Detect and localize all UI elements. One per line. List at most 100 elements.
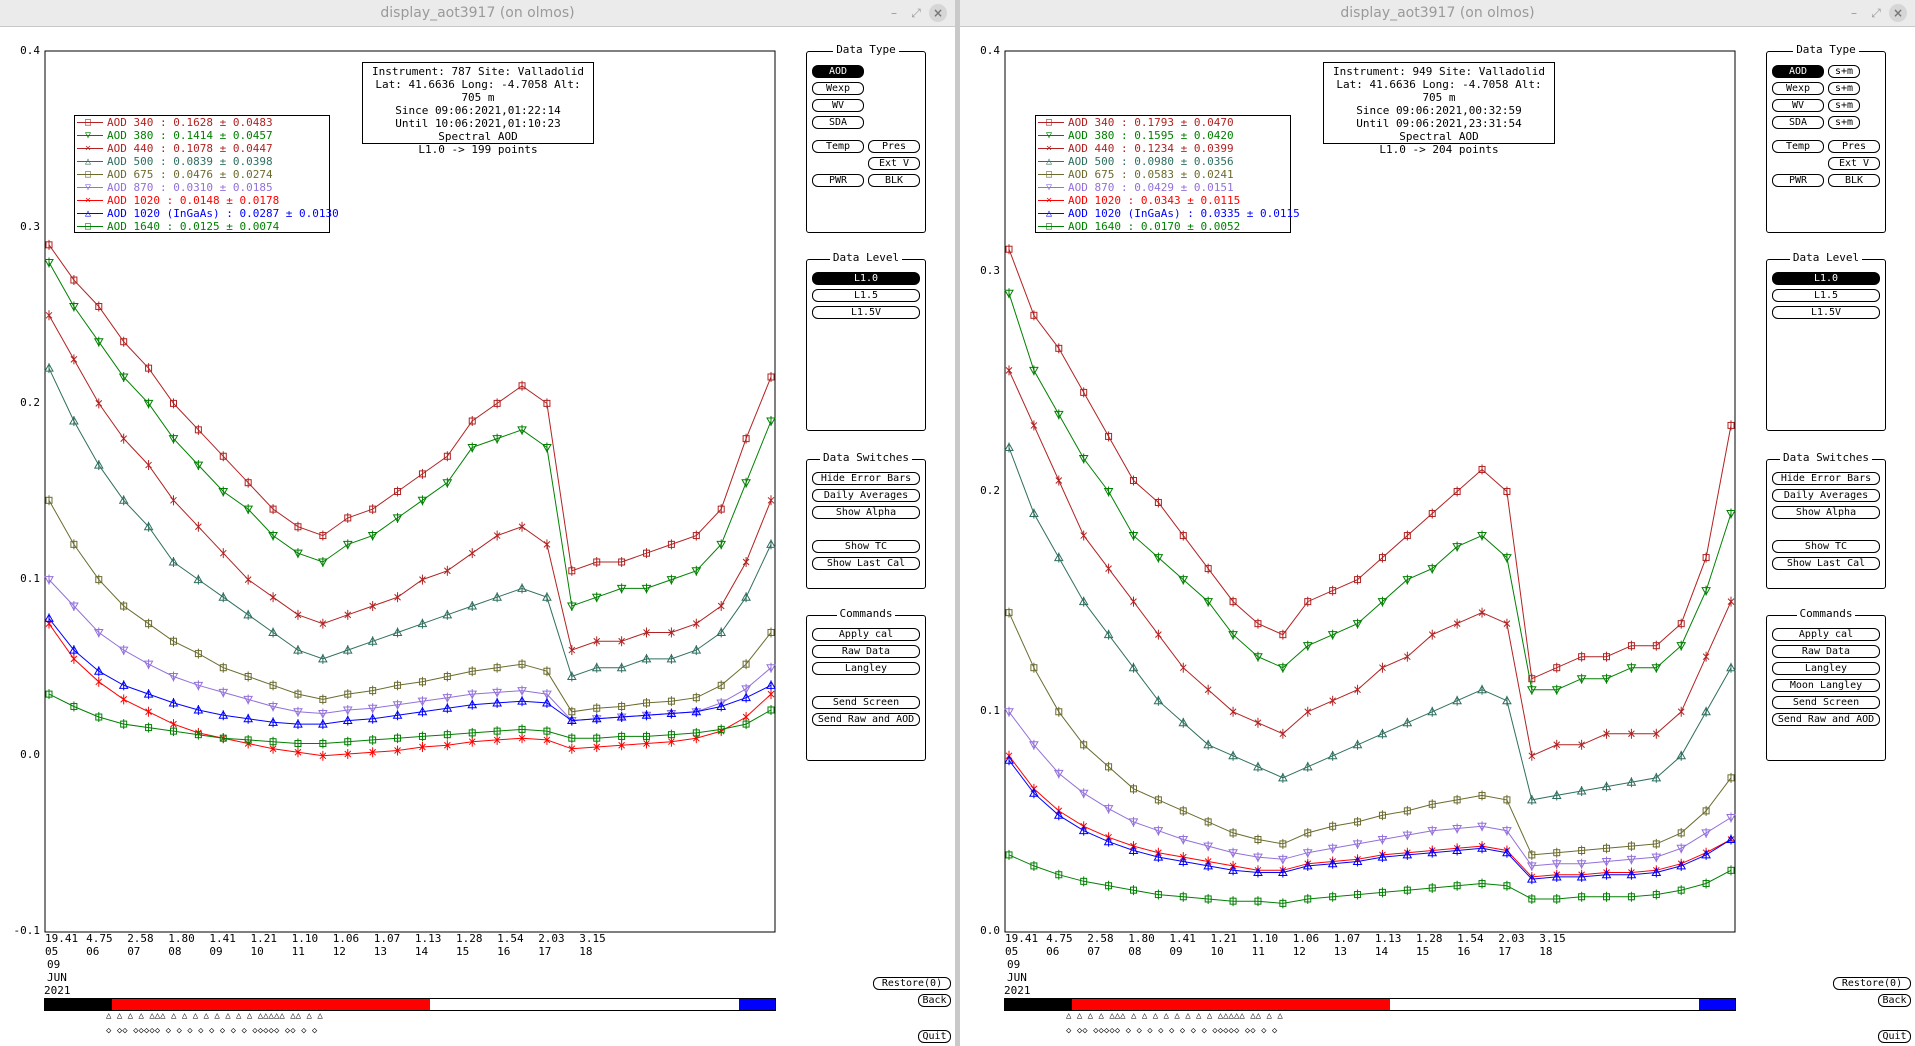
show-last-cal-button[interactable]: Show Last Cal	[1772, 557, 1880, 570]
restore-button[interactable]: Restore(0)	[873, 977, 951, 990]
apply-cal-button[interactable]: Apply cal	[1772, 628, 1880, 641]
data-point	[1576, 860, 1587, 869]
data-point	[1676, 642, 1687, 651]
sm-button[interactable]: s+m	[1828, 99, 1860, 112]
data-point	[218, 688, 229, 698]
data-point	[766, 664, 776, 673]
pwr-button[interactable]: PWR	[812, 174, 864, 187]
wexp-button[interactable]: Wexp	[812, 82, 864, 95]
pres-button[interactable]: Pres	[868, 140, 920, 153]
quit-button[interactable]: Quit	[918, 1030, 951, 1043]
maximize-icon[interactable]: ⤢	[1871, 6, 1881, 20]
data-switches-panel: Data Switches Hide Error Bars Daily Aver…	[1766, 451, 1886, 589]
data-point	[493, 532, 501, 539]
daily-averages-button[interactable]: Daily Averages	[1772, 489, 1880, 502]
data-point	[1030, 311, 1038, 319]
back-button[interactable]: Back	[918, 994, 951, 1007]
data-point	[1005, 851, 1013, 859]
data-point	[1352, 840, 1363, 849]
apply-cal-button[interactable]: Apply cal	[812, 628, 920, 641]
aod-button[interactable]: AOD	[1772, 65, 1824, 78]
series-line	[1008, 370, 1732, 757]
level-l10-button[interactable]: L1.0	[1772, 272, 1880, 285]
data-point	[543, 736, 551, 744]
show-alpha-button[interactable]: Show Alpha	[812, 506, 920, 519]
level-l10-button[interactable]: L1.0	[812, 272, 920, 285]
data-point	[1453, 488, 1461, 495]
back-button[interactable]: Back	[1878, 994, 1911, 1007]
x-tick-value: 2.58	[1087, 932, 1114, 945]
sm-button[interactable]: s+m	[1828, 82, 1860, 95]
hide-error-bars-button[interactable]: Hide Error Bars	[812, 472, 920, 485]
quit-button[interactable]: Quit	[1878, 1030, 1911, 1043]
legend-label: AOD 500 : 0.0980 ± 0.0356	[1068, 155, 1234, 168]
panel-title: Data Type	[833, 43, 899, 56]
restore-button[interactable]: Restore(0)	[1833, 977, 1911, 990]
aod-button[interactable]: AOD	[812, 65, 864, 78]
data-point	[1128, 532, 1139, 541]
hide-error-bars-button[interactable]: Hide Error Bars	[1772, 472, 1880, 485]
info-location: Lat: 41.6636 Long: -4.7058 Alt: 705 m	[1336, 78, 1542, 104]
sm-button[interactable]: s+m	[1828, 65, 1860, 78]
level-l15-button[interactable]: L1.5	[812, 289, 920, 302]
data-point	[1302, 761, 1313, 771]
send-raw-and-aod-button[interactable]: Send Raw and AOD	[812, 713, 920, 726]
show-last-cal-button[interactable]: Show Last Cal	[812, 557, 920, 570]
maximize-icon[interactable]: ⤢	[911, 6, 921, 20]
blk-button[interactable]: BLK	[1828, 174, 1880, 187]
series-line	[48, 618, 772, 725]
ext-v-button[interactable]: Ext V	[1828, 157, 1880, 170]
close-icon[interactable]: ×	[929, 4, 947, 22]
data-point	[95, 302, 103, 310]
wv-button[interactable]: WV	[1772, 99, 1824, 112]
data-point	[1452, 824, 1462, 834]
temp-button[interactable]: Temp	[1772, 140, 1824, 153]
level-l15-button[interactable]: L1.5	[1772, 289, 1880, 302]
legend-entry: □ AOD 1640 : 0.0170 ± 0.0052	[1036, 220, 1290, 233]
langley-button[interactable]: Langley	[1772, 662, 1880, 675]
sda-button[interactable]: SDA	[1772, 116, 1824, 129]
wexp-button[interactable]: Wexp	[1772, 82, 1824, 95]
time-coverage-bar[interactable]	[1004, 998, 1736, 1011]
blk-button[interactable]: BLK	[868, 174, 920, 187]
data-point	[1377, 835, 1388, 845]
close-icon[interactable]: ×	[1889, 4, 1907, 22]
data-point	[668, 629, 675, 636]
moon-langley-button[interactable]: Moon Langley	[1772, 679, 1880, 692]
data-point	[243, 609, 254, 619]
show-tc-button[interactable]: Show TC	[812, 540, 920, 553]
langley-button[interactable]: Langley	[812, 662, 920, 675]
temp-button[interactable]: Temp	[812, 140, 864, 153]
ext-v-button[interactable]: Ext V	[868, 157, 920, 170]
raw-data-button[interactable]: Raw Data	[1772, 645, 1880, 658]
data-point	[1652, 642, 1660, 650]
data-point	[1503, 488, 1511, 495]
send-screen-button[interactable]: Send Screen	[812, 696, 920, 709]
sda-button[interactable]: SDA	[812, 116, 864, 129]
title-bar[interactable]: display_aot3917 (on olmos) – ⤢ ×	[0, 0, 955, 27]
pres-button[interactable]: Pres	[1828, 140, 1880, 153]
data-point	[319, 752, 327, 760]
raw-data-button[interactable]: Raw Data	[812, 645, 920, 658]
data-point	[1652, 840, 1660, 848]
send-screen-button[interactable]: Send Screen	[1772, 696, 1880, 709]
level-l15v-button[interactable]: L1.5V	[812, 306, 920, 319]
show-alpha-button[interactable]: Show Alpha	[1772, 506, 1880, 519]
x-tick-value: 4.75	[1046, 932, 1073, 945]
series-line	[48, 244, 772, 572]
time-coverage-bar[interactable]	[44, 998, 776, 1011]
minimize-icon[interactable]: –	[891, 6, 897, 20]
show-tc-button[interactable]: Show TC	[1772, 540, 1880, 553]
daily-averages-button[interactable]: Daily Averages	[812, 489, 920, 502]
level-l15v-button[interactable]: L1.5V	[1772, 306, 1880, 319]
data-point	[517, 426, 527, 435]
data-point	[1204, 565, 1212, 573]
pwr-button[interactable]: PWR	[1772, 174, 1824, 187]
data-point	[518, 734, 526, 742]
sm-button[interactable]: s+m	[1828, 116, 1860, 129]
send-raw-and-aod-button[interactable]: Send Raw and AOD	[1772, 713, 1880, 726]
legend-entry: × AOD 1020 : 0.0343 ± 0.0115	[1036, 194, 1290, 207]
minimize-icon[interactable]: –	[1851, 6, 1857, 20]
wv-button[interactable]: WV	[812, 99, 864, 112]
title-bar[interactable]: display_aot3917 (on olmos) – ⤢ ×	[960, 0, 1915, 27]
